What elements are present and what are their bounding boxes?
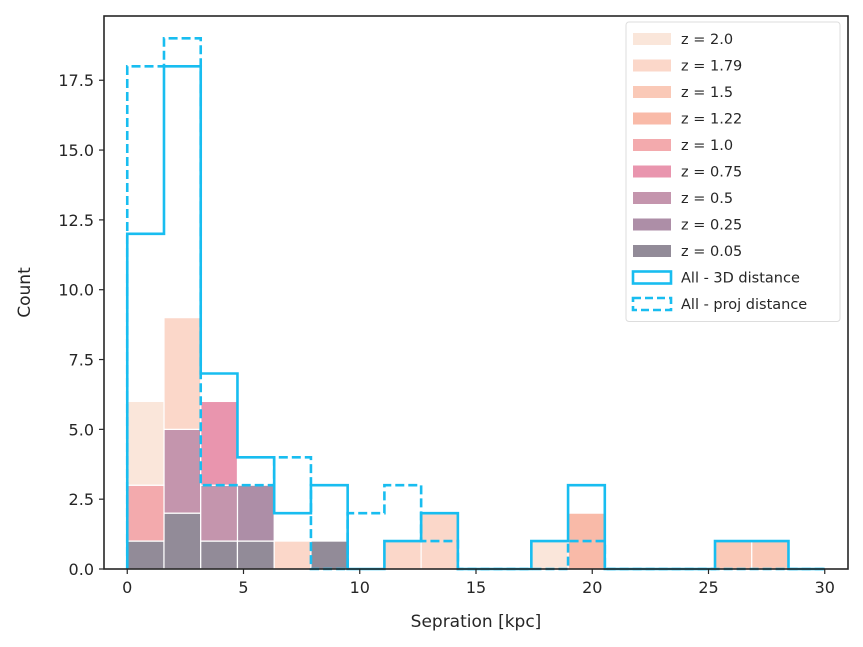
y-tick-label: 0.0 [69, 560, 94, 579]
histogram-bar [383, 540, 422, 570]
y-tick-label: 12.5 [58, 211, 94, 230]
y-tick-label: 5.0 [69, 420, 94, 439]
histogram-bar [714, 540, 753, 570]
legend-label: All - proj distance [681, 297, 807, 313]
histogram-bar [200, 400, 239, 486]
legend-label: z = 1.79 [681, 59, 742, 75]
legend-swatch [633, 245, 671, 257]
legend-label: z = 1.0 [681, 138, 733, 154]
plot-area-frame [103, 15, 849, 570]
y-axis-label: Count [15, 267, 35, 318]
x-axis-label: Sepration [kpc] [411, 612, 542, 632]
legend-label: z = 0.05 [681, 244, 742, 260]
legend-swatch [633, 192, 671, 204]
legend-swatch [633, 139, 671, 151]
x-tick-label: 30 [815, 578, 835, 597]
histogram-bar [236, 540, 275, 570]
legend-label: z = 2.0 [681, 32, 733, 48]
y-tick-label: 7.5 [69, 351, 94, 370]
legend-swatch [633, 112, 671, 125]
histogram-bar [200, 484, 239, 542]
x-tick-label: 25 [698, 578, 718, 597]
legend-swatch [633, 86, 671, 98]
legend: z = 2.0 z = 1.79 z = 1.5 z = 1.22 z = 1.0 z =… [625, 21, 841, 322]
x-tick-label: 5 [238, 578, 248, 597]
histogram-bar [163, 317, 202, 430]
histogram-bar [126, 484, 165, 542]
histogram-bar [163, 428, 202, 514]
x-tick-label: 20 [582, 578, 602, 597]
histogram-bar [310, 540, 349, 570]
x-tick-label: 0 [122, 578, 132, 597]
legend-swatch [631, 296, 673, 312]
histogram-bar [200, 540, 239, 570]
y-tick-label: 2.5 [69, 490, 94, 509]
y-tick-label: 10.0 [58, 281, 94, 300]
legend-label: All - 3D distance [681, 271, 800, 287]
x-tick-label: 10 [350, 578, 370, 597]
y-tick-label: 17.5 [58, 71, 94, 90]
histogram-bar [126, 400, 165, 486]
legend-label: z = 0.75 [681, 165, 742, 181]
x-tick-label: 15 [466, 578, 486, 597]
legend-swatch [633, 218, 671, 231]
histogram-bar [236, 484, 275, 542]
histogram-bar [751, 540, 790, 570]
legend-label: z = 0.5 [681, 191, 733, 207]
histogram-bar [126, 540, 165, 570]
histogram-bar [273, 540, 312, 570]
legend-swatch [631, 270, 673, 285]
legend-box [625, 21, 841, 322]
legend-label: z = 1.5 [681, 85, 733, 101]
legend-label: z = 1.22 [681, 112, 742, 128]
y-tick-label: 15.0 [58, 141, 94, 160]
axis-ticks: 0 5 10 15 20 25 30 0.0 2.5 5.0 7.5 10.0 12.5 15.0 17.5 [58, 71, 835, 597]
legend-label: z = 0.25 [681, 218, 742, 234]
histogram-bar [530, 540, 569, 570]
legend-swatch [633, 33, 671, 45]
legend-swatch [633, 165, 671, 178]
histogram-bar [163, 512, 202, 570]
legend-swatch [633, 59, 671, 72]
